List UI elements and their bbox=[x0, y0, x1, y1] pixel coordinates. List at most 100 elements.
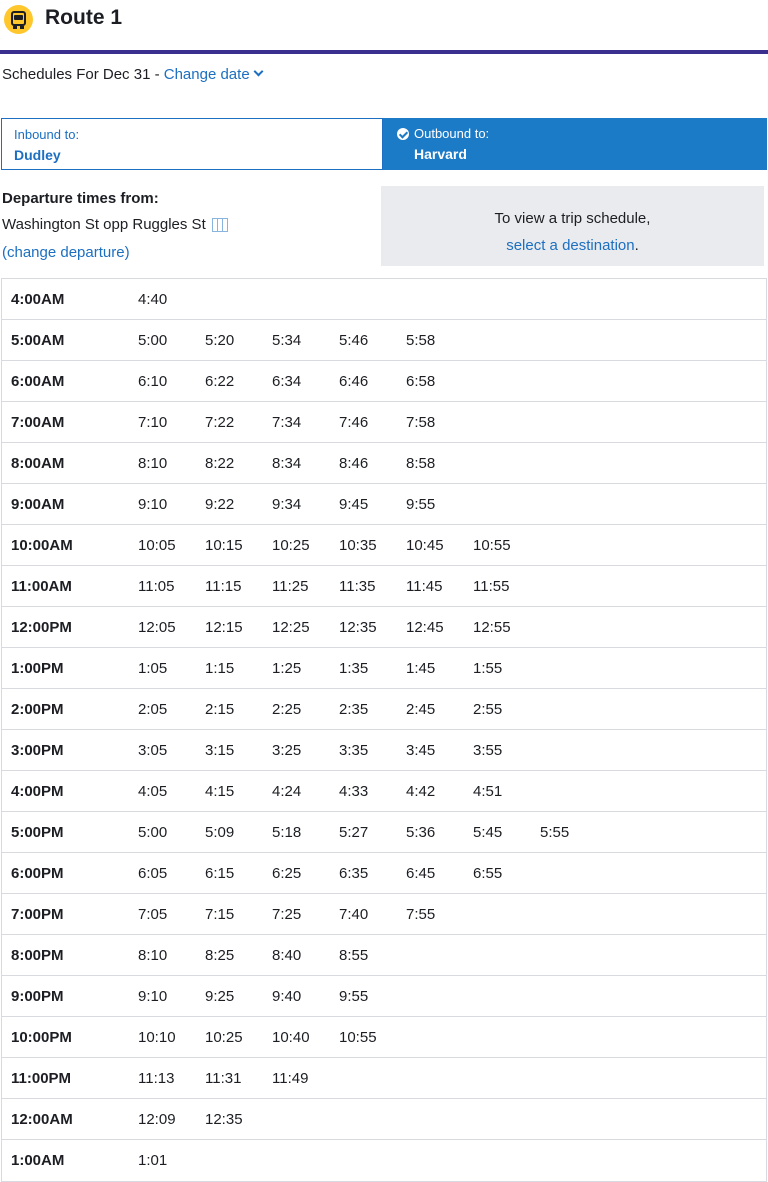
schedule-row: 12:00PM 12:05 12:15 12:25 12:35 12:45 12:55 bbox=[2, 607, 766, 648]
departure-time: 6:55 bbox=[473, 865, 503, 882]
departure-time: 12:35 bbox=[205, 1111, 243, 1128]
outbound-direction-button[interactable]: Outbound to: Harvard bbox=[383, 118, 767, 170]
departure-time: 10:10 bbox=[138, 1029, 176, 1046]
departure-stop: Washington St opp Ruggles St bbox=[2, 216, 228, 233]
hour-label: 5:00AM bbox=[11, 332, 65, 349]
departure-time: 4:05 bbox=[138, 783, 168, 800]
departure-time: 8:22 bbox=[205, 455, 235, 472]
departure-time: 2:55 bbox=[473, 701, 503, 718]
departure-time: 6:45 bbox=[406, 865, 436, 882]
departure-time: 10:40 bbox=[272, 1029, 310, 1046]
departure-time: 8:10 bbox=[138, 455, 168, 472]
departure-time: 4:24 bbox=[272, 783, 302, 800]
departure-time: 5:00 bbox=[138, 824, 168, 841]
departure-times: 4:05 4:15 4:24 4:33 4:42 4:51 bbox=[138, 783, 540, 800]
check-circle-icon bbox=[397, 127, 409, 140]
page-header: Route 1 bbox=[0, 0, 768, 54]
departure-time: 3:45 bbox=[406, 742, 436, 759]
departure-time: 1:05 bbox=[138, 660, 168, 677]
departure-time: 6:35 bbox=[339, 865, 369, 882]
departure-time: 11:31 bbox=[205, 1070, 242, 1087]
departure-time: 11:45 bbox=[406, 578, 443, 595]
departure-time: 7:34 bbox=[272, 414, 302, 431]
schedule-table: 4:00AM 4:40 5:00AM 5:00 5:20 5:34 5:46 5:58 6:00… bbox=[1, 278, 767, 1182]
hour-label: 11:00AM bbox=[11, 578, 72, 595]
departure-time: 10:05 bbox=[138, 537, 176, 554]
departure-time: 3:25 bbox=[272, 742, 302, 759]
hour-label: 10:00PM bbox=[11, 1029, 72, 1046]
departure-times: 10:10 10:25 10:40 10:55 bbox=[138, 1029, 406, 1046]
departure-time: 10:55 bbox=[473, 537, 511, 554]
inbound-label: Inbound to: bbox=[14, 127, 80, 142]
departure-times: 4:40 bbox=[138, 291, 205, 308]
inbound-destination: Dudley bbox=[14, 147, 61, 163]
schedule-row: 4:00PM 4:05 4:15 4:24 4:33 4:42 4:51 bbox=[2, 771, 766, 812]
inbound-direction-button[interactable]: Inbound to: Dudley bbox=[1, 118, 383, 170]
schedule-row: 3:00PM 3:05 3:15 3:25 3:35 3:45 3:55 bbox=[2, 730, 766, 771]
departure-time: 5:09 bbox=[205, 824, 235, 841]
departure-time: 10:15 bbox=[205, 537, 243, 554]
departure-time: 9:40 bbox=[272, 988, 302, 1005]
departure-times: 6:05 6:15 6:25 6:35 6:45 6:55 bbox=[138, 865, 540, 882]
departure-time: 12:05 bbox=[138, 619, 176, 636]
departure-time: 5:34 bbox=[272, 332, 302, 349]
departure-time: 8:40 bbox=[272, 947, 302, 964]
departure-time: 3:15 bbox=[205, 742, 235, 759]
departure-stop-name: Washington St opp Ruggles St bbox=[2, 216, 206, 233]
departure-times: 2:05 2:15 2:25 2:35 2:45 2:55 bbox=[138, 701, 540, 718]
schedule-row: 7:00AM 7:10 7:22 7:34 7:46 7:58 bbox=[2, 402, 766, 443]
hour-label: 6:00AM bbox=[11, 373, 65, 390]
select-destination-link[interactable]: select a destination bbox=[506, 237, 635, 254]
schedule-date: Schedules For Dec 31 - bbox=[2, 66, 164, 83]
departure-time: 9:55 bbox=[339, 988, 369, 1005]
departure-time: 9:25 bbox=[205, 988, 235, 1005]
departure-time: 12:55 bbox=[473, 619, 511, 636]
page-title: Route 1 bbox=[45, 6, 123, 29]
map-icon[interactable] bbox=[211, 217, 228, 232]
departure-time: 7:46 bbox=[339, 414, 369, 431]
departure-time: 2:15 bbox=[205, 701, 235, 718]
departure-time: 5:00 bbox=[138, 332, 168, 349]
departure-times: 12:05 12:15 12:25 12:35 12:45 12:55 bbox=[138, 619, 540, 636]
departure-time: 7:10 bbox=[138, 414, 168, 431]
hour-label: 8:00AM bbox=[11, 455, 65, 472]
change-departure-link[interactable]: (change departure) bbox=[2, 244, 130, 261]
departure-time: 5:55 bbox=[540, 824, 570, 841]
departure-times: 3:05 3:15 3:25 3:35 3:45 3:55 bbox=[138, 742, 540, 759]
departure-time: 8:10 bbox=[138, 947, 168, 964]
direction-selector: Inbound to: Dudley Outbound to: Harvard bbox=[1, 118, 767, 170]
departure-times: 8:10 8:25 8:40 8:55 bbox=[138, 947, 406, 964]
departure-time: 10:55 bbox=[339, 1029, 377, 1046]
schedule-row: 8:00PM 8:10 8:25 8:40 8:55 bbox=[2, 935, 766, 976]
departure-time: 5:46 bbox=[339, 332, 369, 349]
departure-times: 10:05 10:15 10:25 10:35 10:45 10:55 bbox=[138, 537, 540, 554]
departure-times: 12:09 12:35 bbox=[138, 1111, 272, 1128]
departure-time: 5:18 bbox=[272, 824, 302, 841]
schedule-row: 2:00PM 2:05 2:15 2:25 2:35 2:45 2:55 bbox=[2, 689, 766, 730]
hour-label: 12:00AM bbox=[11, 1111, 73, 1128]
schedule-row: 9:00AM 9:10 9:22 9:34 9:45 9:55 bbox=[2, 484, 766, 525]
departure-time: 3:05 bbox=[138, 742, 168, 759]
departure-times: 6:10 6:22 6:34 6:46 6:58 bbox=[138, 373, 473, 390]
departure-times: 5:00 5:20 5:34 5:46 5:58 bbox=[138, 332, 473, 349]
schedule-row: 8:00AM 8:10 8:22 8:34 8:46 8:58 bbox=[2, 443, 766, 484]
schedule-row: 5:00AM 5:00 5:20 5:34 5:46 5:58 bbox=[2, 320, 766, 361]
departure-time: 7:22 bbox=[205, 414, 235, 431]
departure-time: 9:55 bbox=[406, 496, 436, 513]
departure-time: 6:10 bbox=[138, 373, 168, 390]
chevron-down-icon bbox=[253, 66, 264, 77]
hour-label: 9:00AM bbox=[11, 496, 65, 513]
departure-time: 4:33 bbox=[339, 783, 369, 800]
departure-time: 5:58 bbox=[406, 332, 436, 349]
hour-label: 12:00PM bbox=[11, 619, 72, 636]
departure-time: 7:40 bbox=[339, 906, 369, 923]
trip-schedule-prompt: To view a trip schedule, select a destin… bbox=[381, 186, 764, 266]
departure-time: 6:25 bbox=[272, 865, 302, 882]
departure-time: 12:25 bbox=[272, 619, 310, 636]
hour-label: 5:00PM bbox=[11, 824, 64, 841]
departure-time: 9:10 bbox=[138, 496, 168, 513]
hour-label: 1:00AM bbox=[11, 1152, 65, 1169]
departure-times: 7:05 7:15 7:25 7:40 7:55 bbox=[138, 906, 473, 923]
change-date-link[interactable]: Change date bbox=[164, 66, 264, 83]
departure-time: 3:55 bbox=[473, 742, 503, 759]
